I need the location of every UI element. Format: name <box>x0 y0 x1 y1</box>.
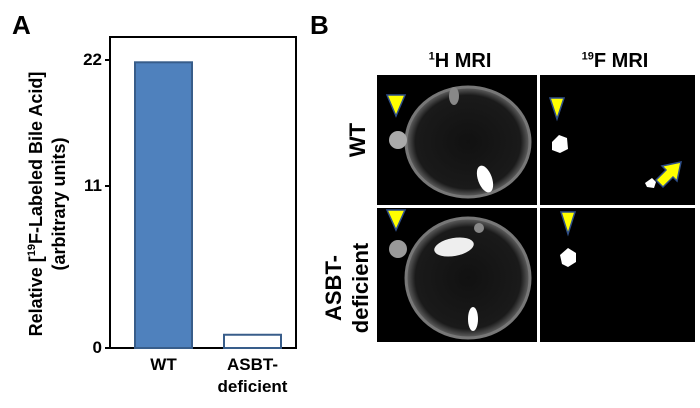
mri-asbt-19f <box>540 208 695 342</box>
y-tick-label: 11 <box>84 176 102 195</box>
arrowhead-icon <box>559 211 577 237</box>
mri-wt-1h <box>377 75 537 205</box>
panel-b-letter: B <box>310 10 329 40</box>
column-header-19f-mri: 19F MRI <box>581 50 649 72</box>
row-label-wt: WT <box>345 122 370 158</box>
row-label-asbt-deficient: ASBT-deficient <box>321 242 373 334</box>
mri-image-grid <box>376 74 696 343</box>
bar-asbt-deficient <box>223 333 282 349</box>
y-tick-label: 22 <box>83 50 102 69</box>
arrow-icon <box>654 161 682 189</box>
arrowhead-icon <box>548 97 566 122</box>
bar-wt <box>134 61 193 349</box>
arrowhead-icon <box>385 94 407 118</box>
arrowhead-icon <box>385 209 407 232</box>
panel-a-letter: A <box>12 10 31 40</box>
column-header-1h-mri: 1H MRI <box>428 50 492 72</box>
x-tick-label: ASBT-deficient <box>217 355 288 396</box>
plot-frame <box>109 36 297 349</box>
bar-chart <box>105 36 297 349</box>
x-tick-label: WT <box>150 355 177 374</box>
mri-wt-19f <box>540 75 695 205</box>
y-tick-label: 0 <box>92 338 102 357</box>
mri-asbt-1h <box>377 208 537 342</box>
